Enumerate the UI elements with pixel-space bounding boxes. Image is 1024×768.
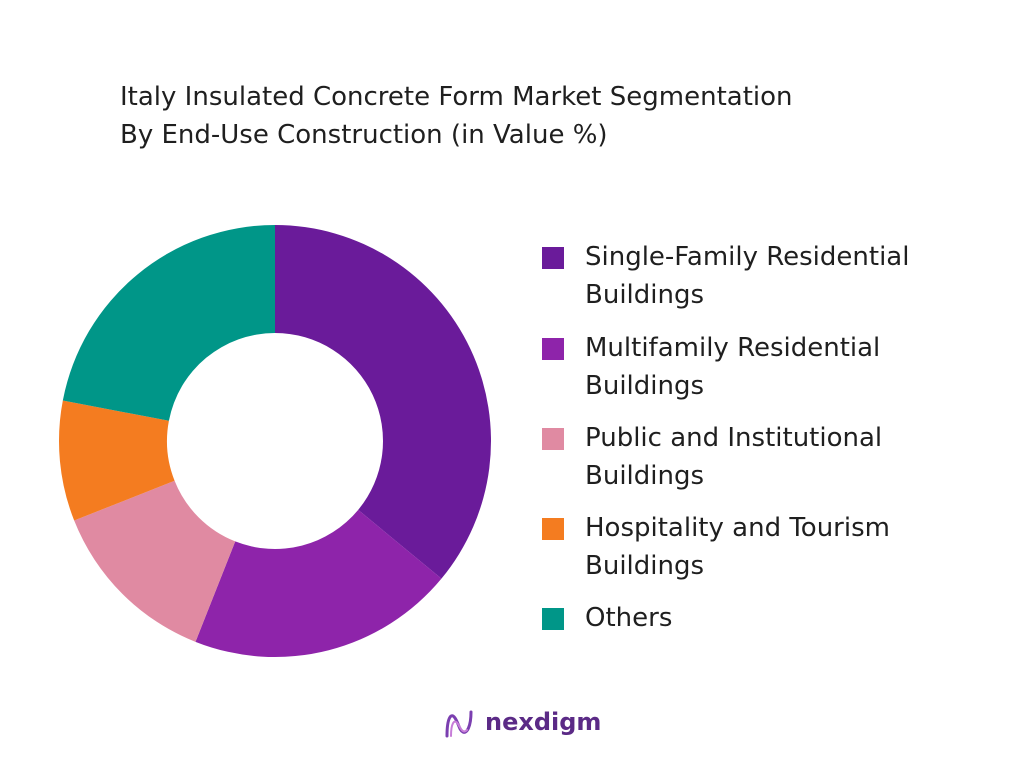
donut-slice-others: [62, 225, 275, 421]
legend-label: Buildings: [585, 371, 705, 401]
legend-label: Buildings: [585, 551, 705, 581]
legend-item-public-institutional: Public and Institutional Buildings: [540, 419, 1000, 495]
legend-item-others: Others: [540, 599, 1000, 637]
donut-slice-single-family: [275, 225, 492, 579]
legend-label: Others: [585, 603, 673, 633]
legend-item-multifamily: Multifamily Residential Buildings: [540, 329, 1000, 405]
donut-slice-multifamily: [195, 509, 442, 657]
legend-swatch: [542, 428, 564, 450]
legend-label: Public and Institutional: [585, 423, 883, 453]
legend-swatch: [542, 338, 564, 360]
chart-title-line-1: Italy Insulated Concrete Form Market Seg…: [120, 82, 793, 112]
legend-label: Multifamily Residential: [585, 333, 881, 363]
nexdigm-logo-icon: [445, 710, 473, 738]
donut-slice-hospitality-tourism: [59, 400, 175, 521]
legend-label: Hospitality and Tourism: [585, 513, 890, 543]
legend-swatch: [542, 518, 564, 540]
legend-label: Single-Family Residential: [585, 242, 910, 272]
legend-item-hospitality-tourism: Hospitality and Tourism Buildings: [540, 509, 1000, 585]
brand-name: nexdigm: [485, 708, 602, 736]
chart-title-line-2: By End-Use Construction (in Value %): [120, 120, 608, 150]
legend-swatch: [542, 608, 564, 630]
legend-label: Buildings: [585, 461, 705, 491]
legend-item-single-family: Single-Family Residential Buildings: [540, 238, 1000, 314]
chart-legend: Single-Family Residential Buildings Mult…: [540, 238, 1000, 637]
chart-title: Italy Insulated Concrete Form Market Seg…: [120, 78, 940, 154]
donut-chart: [59, 225, 492, 657]
legend-label: Buildings: [585, 280, 705, 310]
legend-swatch: [542, 247, 564, 269]
donut-slice-public-institutional: [74, 480, 236, 642]
